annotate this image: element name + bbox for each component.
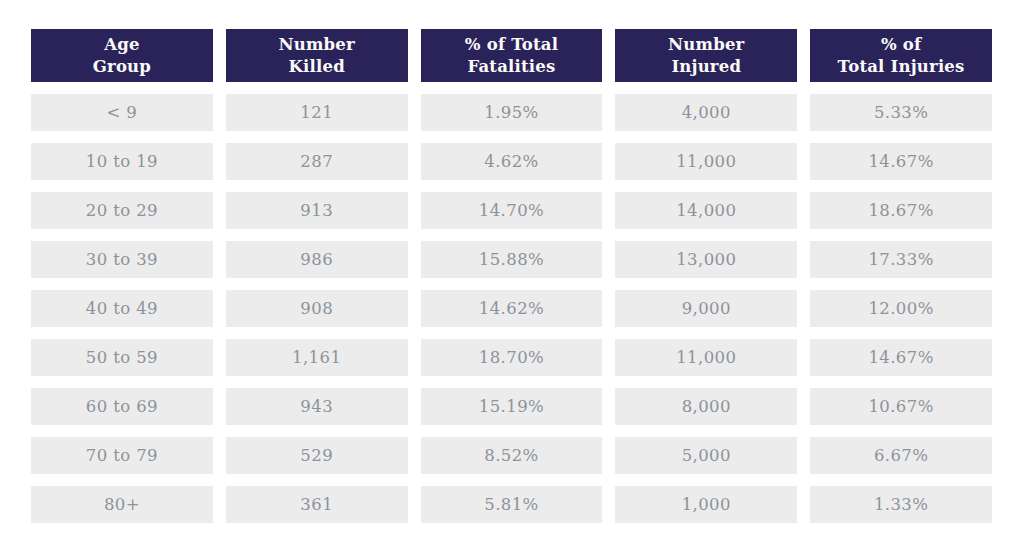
table-cell: 11,000 — [615, 339, 797, 376]
table-cell: 14.67% — [810, 339, 992, 376]
table-row-4: 40 to 49 908 14.62% 9,000 12.00% — [31, 290, 992, 327]
table-cell: 6.67% — [810, 437, 992, 474]
table-cell: 18.67% — [810, 192, 992, 229]
table-cell: < 9 — [31, 94, 213, 131]
table-cell: 17.33% — [810, 241, 992, 278]
table-cell: 15.19% — [421, 388, 603, 425]
table-cell: 14,000 — [615, 192, 797, 229]
table-cell: 20 to 29 — [31, 192, 213, 229]
table-cell: 986 — [226, 241, 408, 278]
table-cell: 11,000 — [615, 143, 797, 180]
table-cell: 1,161 — [226, 339, 408, 376]
table-cell: 30 to 39 — [31, 241, 213, 278]
table-cell: 1,000 — [615, 486, 797, 523]
table-cell: 361 — [226, 486, 408, 523]
table-cell: 14.62% — [421, 290, 603, 327]
table-cell: 15.88% — [421, 241, 603, 278]
table-cell: 529 — [226, 437, 408, 474]
table-cell: 40 to 49 — [31, 290, 213, 327]
column-header-2: % of Total Fatalities — [421, 29, 603, 82]
table-cell: 9,000 — [615, 290, 797, 327]
table-cell: 287 — [226, 143, 408, 180]
table-cell: 10.67% — [810, 388, 992, 425]
table-row-3: 30 to 39 986 15.88% 13,000 17.33% — [31, 241, 992, 278]
table-cell: 4.62% — [421, 143, 603, 180]
table-cell: 8.52% — [421, 437, 603, 474]
table-cell: 13,000 — [615, 241, 797, 278]
table-cell: 12.00% — [810, 290, 992, 327]
table-cell: 4,000 — [615, 94, 797, 131]
table-row-0: < 9 121 1.95% 4,000 5.33% — [31, 94, 992, 131]
table-header-row: Age GroupNumber Killed% of Total Fatalit… — [31, 29, 992, 82]
table-row-2: 20 to 29 913 14.70% 14,000 18.67% — [31, 192, 992, 229]
table-row-1: 10 to 19 287 4.62% 11,000 14.67% — [31, 143, 992, 180]
table-cell: 60 to 69 — [31, 388, 213, 425]
column-header-4: % of Total Injuries — [810, 29, 992, 82]
column-header-1: Number Killed — [226, 29, 408, 82]
table-cell: 121 — [226, 94, 408, 131]
table-cell: 18.70% — [421, 339, 603, 376]
table-cell: 14.70% — [421, 192, 603, 229]
table-cell: 1.95% — [421, 94, 603, 131]
table-cell: 5,000 — [615, 437, 797, 474]
table-cell: 10 to 19 — [31, 143, 213, 180]
table-cell: 5.33% — [810, 94, 992, 131]
table-row-5: 50 to 59 1,161 18.70% 11,000 14.67% — [31, 339, 992, 376]
table-row-6: 60 to 69 943 15.19% 8,000 10.67% — [31, 388, 992, 425]
table-cell: 1.33% — [810, 486, 992, 523]
table-row-7: 70 to 79 529 8.52% 5,000 6.67% — [31, 437, 992, 474]
table-cell: 80+ — [31, 486, 213, 523]
table-row-8: 80+ 361 5.81% 1,000 1.33% — [31, 486, 992, 523]
casualties-by-age-table: Age GroupNumber Killed% of Total Fatalit… — [31, 29, 992, 535]
column-header-3: Number Injured — [615, 29, 797, 82]
table-cell: 943 — [226, 388, 408, 425]
table-cell: 14.67% — [810, 143, 992, 180]
table-cell: 8,000 — [615, 388, 797, 425]
table-cell: 70 to 79 — [31, 437, 213, 474]
table-cell: 913 — [226, 192, 408, 229]
table-body: < 9 121 1.95% 4,000 5.33% 10 to 19 287 4.62% 11,… — [31, 94, 992, 523]
table-cell: 908 — [226, 290, 408, 327]
table-cell: 5.81% — [421, 486, 603, 523]
table-cell: 50 to 59 — [31, 339, 213, 376]
column-header-0: Age Group — [31, 29, 213, 82]
